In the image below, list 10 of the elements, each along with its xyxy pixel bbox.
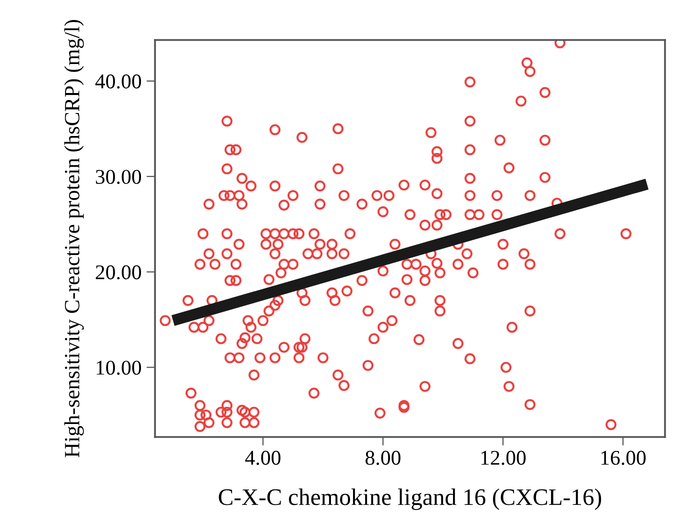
y-tick-label: 40.00 xyxy=(95,74,142,89)
x-tick-label: 8.00 xyxy=(366,450,400,465)
y-tick-label: 10.00 xyxy=(96,360,142,375)
x-tick-label: 16.00 xyxy=(601,450,646,465)
y-tick-label: 20.00 xyxy=(96,265,142,280)
y-tick-label: 30.00 xyxy=(96,170,142,184)
x-tick-label: 12.00 xyxy=(481,450,526,465)
y-axis-title: High-sensitivity C-reactive protein (hsCRP) (mg/l) xyxy=(64,20,84,458)
x-tick-label: 4.00 xyxy=(245,450,280,465)
x-axis-title: C-X-C chemokine ligand 16 (CXCL-16) xyxy=(218,488,602,510)
